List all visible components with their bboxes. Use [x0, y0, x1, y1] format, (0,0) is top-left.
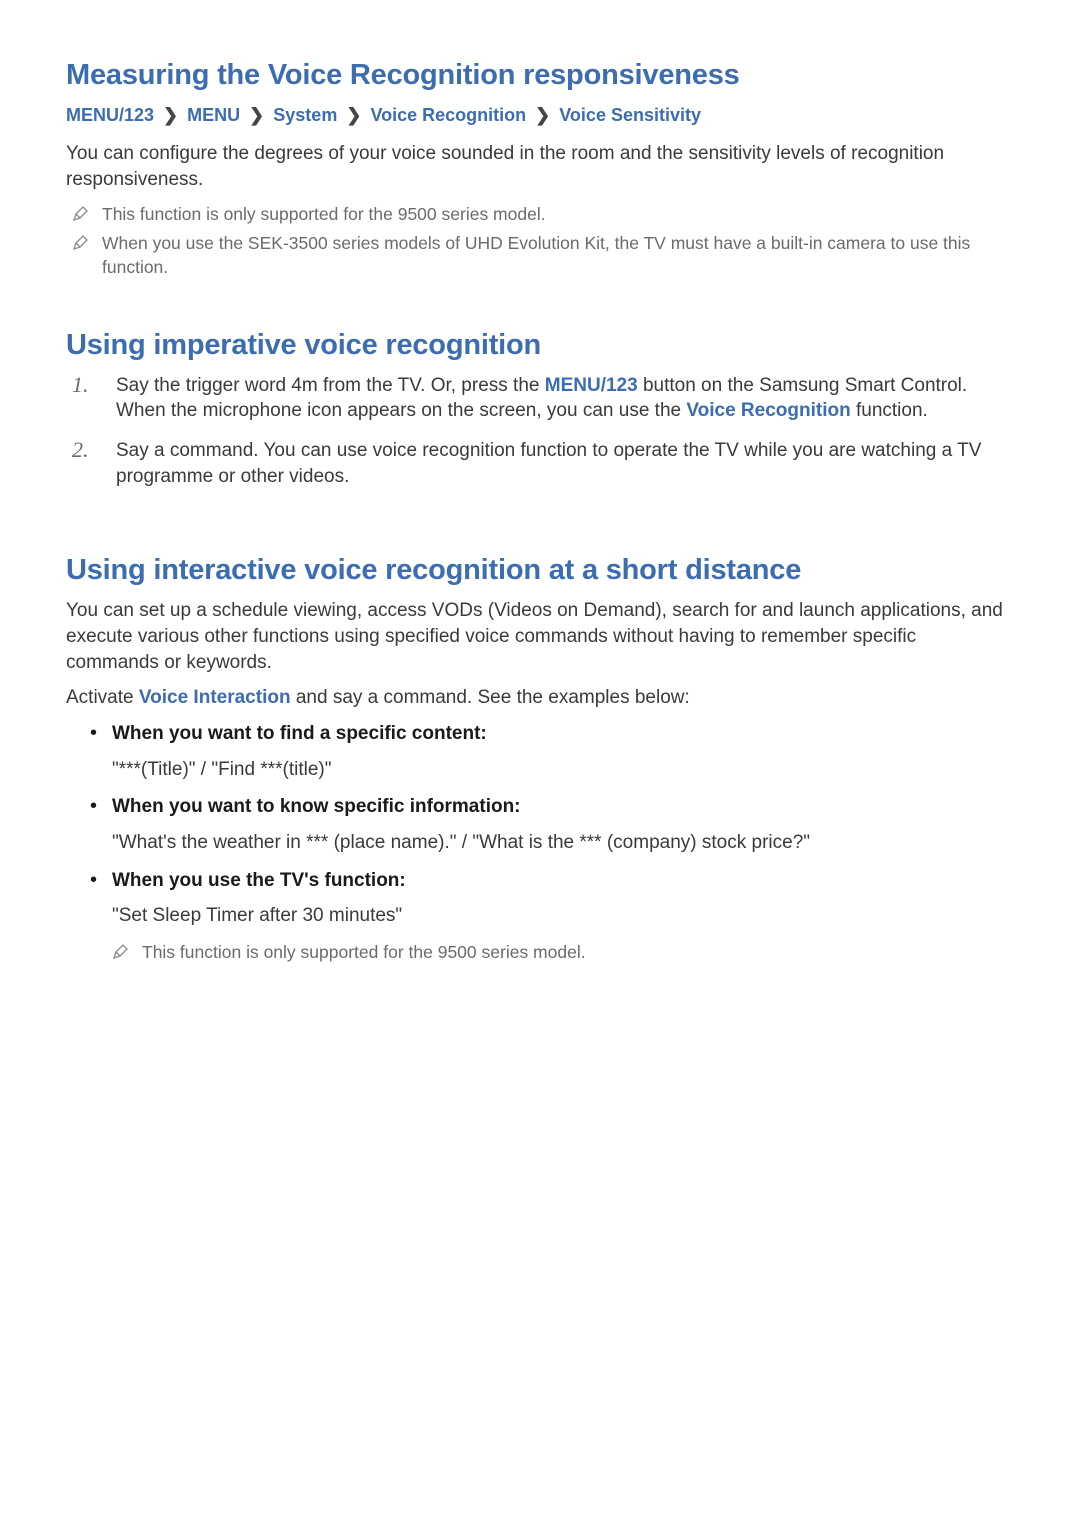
note-text: This function is only supported for the … — [102, 203, 1014, 227]
section-spacer — [66, 286, 1014, 326]
note-row: When you use the SEK-3500 series models … — [72, 232, 1014, 279]
bullet-body: "***(Title)" / "Find ***(title)" — [112, 757, 1014, 783]
inline-keyword: MENU/123 — [545, 375, 638, 396]
bullet-title: When you want to find a specific content… — [112, 721, 1014, 747]
note-text: When you use the SEK-3500 series models … — [102, 232, 1014, 279]
bullet-title: When you want to know specific informati… — [112, 794, 1014, 820]
breadcrumb-item: MENU — [187, 105, 240, 125]
list-item: When you want to know specific informati… — [112, 794, 1014, 855]
text-run: function. — [851, 400, 928, 421]
breadcrumb-item: Voice Recognition — [370, 105, 526, 125]
note-row: This function is only supported for the … — [112, 941, 1014, 965]
note-text: This function is only supported for the … — [142, 941, 586, 965]
document-page: Measuring the Voice Recognition responsi… — [0, 0, 1080, 1527]
section-spacer — [66, 503, 1014, 551]
text-run: Say the trigger word 4m from the TV. Or,… — [116, 375, 545, 396]
breadcrumb-item: MENU/123 — [66, 105, 154, 125]
list-item-text: Say the trigger word 4m from the TV. Or,… — [116, 373, 1014, 424]
numbered-list: 1. Say the trigger word 4m from the TV. … — [66, 373, 1014, 490]
text-run: Activate — [66, 687, 139, 708]
list-item: When you want to find a specific content… — [112, 721, 1014, 782]
bullet-body: "Set Sleep Timer after 30 minutes" — [112, 903, 1014, 929]
section1-body: You can configure the degrees of your vo… — [66, 141, 1014, 192]
inline-keyword: Voice Interaction — [139, 687, 291, 708]
section3-activate: Activate Voice Interaction and say a com… — [66, 685, 1014, 711]
note-row: This function is only supported for the … — [72, 203, 1014, 227]
list-item-text: Say a command. You can use voice recogni… — [116, 438, 1014, 489]
pencil-icon — [112, 944, 128, 960]
breadcrumb-item: Voice Sensitivity — [559, 105, 701, 125]
bullet-title: When you use the TV's function: — [112, 868, 1014, 894]
bullet-body: "What's the weather in *** (place name).… — [112, 830, 1014, 856]
chevron-right-icon: ❯ — [346, 105, 361, 125]
section1-heading: Measuring the Voice Recognition responsi… — [66, 56, 1014, 95]
chevron-right-icon: ❯ — [163, 105, 178, 125]
section2-heading: Using imperative voice recognition — [66, 326, 1014, 365]
pencil-icon — [72, 206, 88, 222]
breadcrumb-path: MENU/123 ❯ MENU ❯ System ❯ Voice Recogni… — [66, 103, 1014, 127]
inline-keyword: Voice Recognition — [686, 400, 850, 421]
chevron-right-icon: ❯ — [249, 105, 264, 125]
section3-body1: You can set up a schedule viewing, acces… — [66, 598, 1014, 675]
chevron-right-icon: ❯ — [535, 105, 550, 125]
text-run: and say a command. See the examples belo… — [291, 687, 690, 708]
list-number: 2. — [66, 438, 98, 462]
section3-heading: Using interactive voice recognition at a… — [66, 551, 1014, 590]
list-item: When you use the TV's function: "Set Sle… — [112, 868, 1014, 965]
list-item: 1. Say the trigger word 4m from the TV. … — [66, 373, 1014, 424]
list-item: 2. Say a command. You can use voice reco… — [66, 438, 1014, 489]
pencil-icon — [72, 235, 88, 251]
breadcrumb-item: System — [273, 105, 337, 125]
text-run: Say a command. You can use voice recogni… — [116, 440, 981, 487]
bullet-list: When you want to find a specific content… — [66, 721, 1014, 964]
list-number: 1. — [66, 373, 98, 397]
